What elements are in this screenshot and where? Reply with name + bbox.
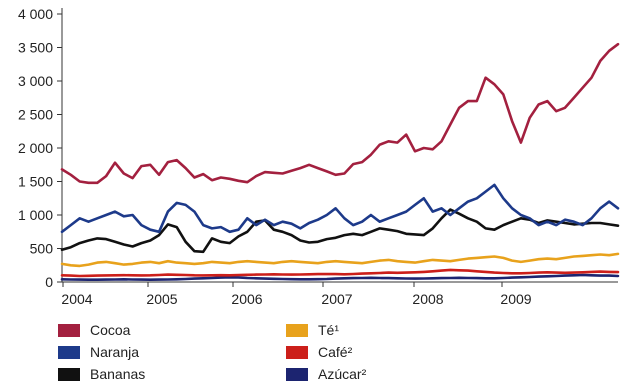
legend-item-azucar: Azúcar² [286, 364, 366, 384]
series-line-cocoa [60, 42, 620, 185]
x-tick-label: 2006 [231, 291, 262, 307]
series-line-naranja [60, 183, 620, 234]
y-axis: 0 500 1 000 1 500 2 000 2 500 3 000 3 500 4 000 [18, 6, 63, 290]
x-axis: 2004 2005 2006 2007 2008 2009 [61, 281, 618, 307]
legend-label-cafe: Café² [318, 344, 353, 360]
legend: Cocoa Naranja Bananas Té¹ Café² Azúcar² [0, 318, 620, 386]
legend-label-naranja: Naranja [90, 344, 140, 360]
x-tick-label: 2004 [61, 291, 92, 307]
legend-item-te: Té¹ [286, 320, 339, 340]
y-tick-label: 500 [30, 241, 54, 257]
legend-item-naranja: Naranja [58, 342, 139, 362]
legend-swatch-bananas [58, 367, 80, 381]
y-tick-label: 3 500 [18, 40, 53, 56]
legend-label-bananas: Bananas [90, 366, 146, 382]
series-line-bananas [60, 208, 620, 254]
x-tick-label: 2007 [321, 291, 352, 307]
legend-swatch-naranja [58, 345, 80, 359]
legend-swatch-cocoa [58, 323, 80, 337]
x-tick-label: 2005 [146, 291, 177, 307]
x-tick-label: 2009 [500, 291, 531, 307]
series-lines [60, 42, 620, 282]
y-tick-label: 4 000 [18, 6, 53, 22]
legend-swatch-te [286, 323, 308, 337]
y-tick-label: 3 000 [18, 73, 53, 89]
x-tick-label: 2008 [412, 291, 443, 307]
y-tick-label: 2 000 [18, 140, 53, 156]
legend-label-cocoa: Cocoa [90, 322, 131, 338]
legend-item-bananas: Bananas [58, 364, 145, 384]
series-line-te [60, 252, 620, 268]
y-tick-label: 2 500 [18, 107, 53, 123]
legend-swatch-cafe [286, 345, 308, 359]
y-tick-label: 1 500 [18, 174, 53, 190]
y-tick-label: 1 000 [18, 207, 53, 223]
legend-item-cocoa: Cocoa [58, 320, 130, 340]
legend-item-cafe: Café² [286, 342, 352, 362]
legend-label-azucar: Azúcar² [318, 366, 367, 382]
series-line-azucar [60, 273, 620, 282]
legend-swatch-azucar [286, 367, 308, 381]
y-tick-label: 0 [45, 274, 53, 290]
legend-label-te: Té¹ [318, 322, 339, 338]
series-line-cafe [60, 268, 620, 278]
